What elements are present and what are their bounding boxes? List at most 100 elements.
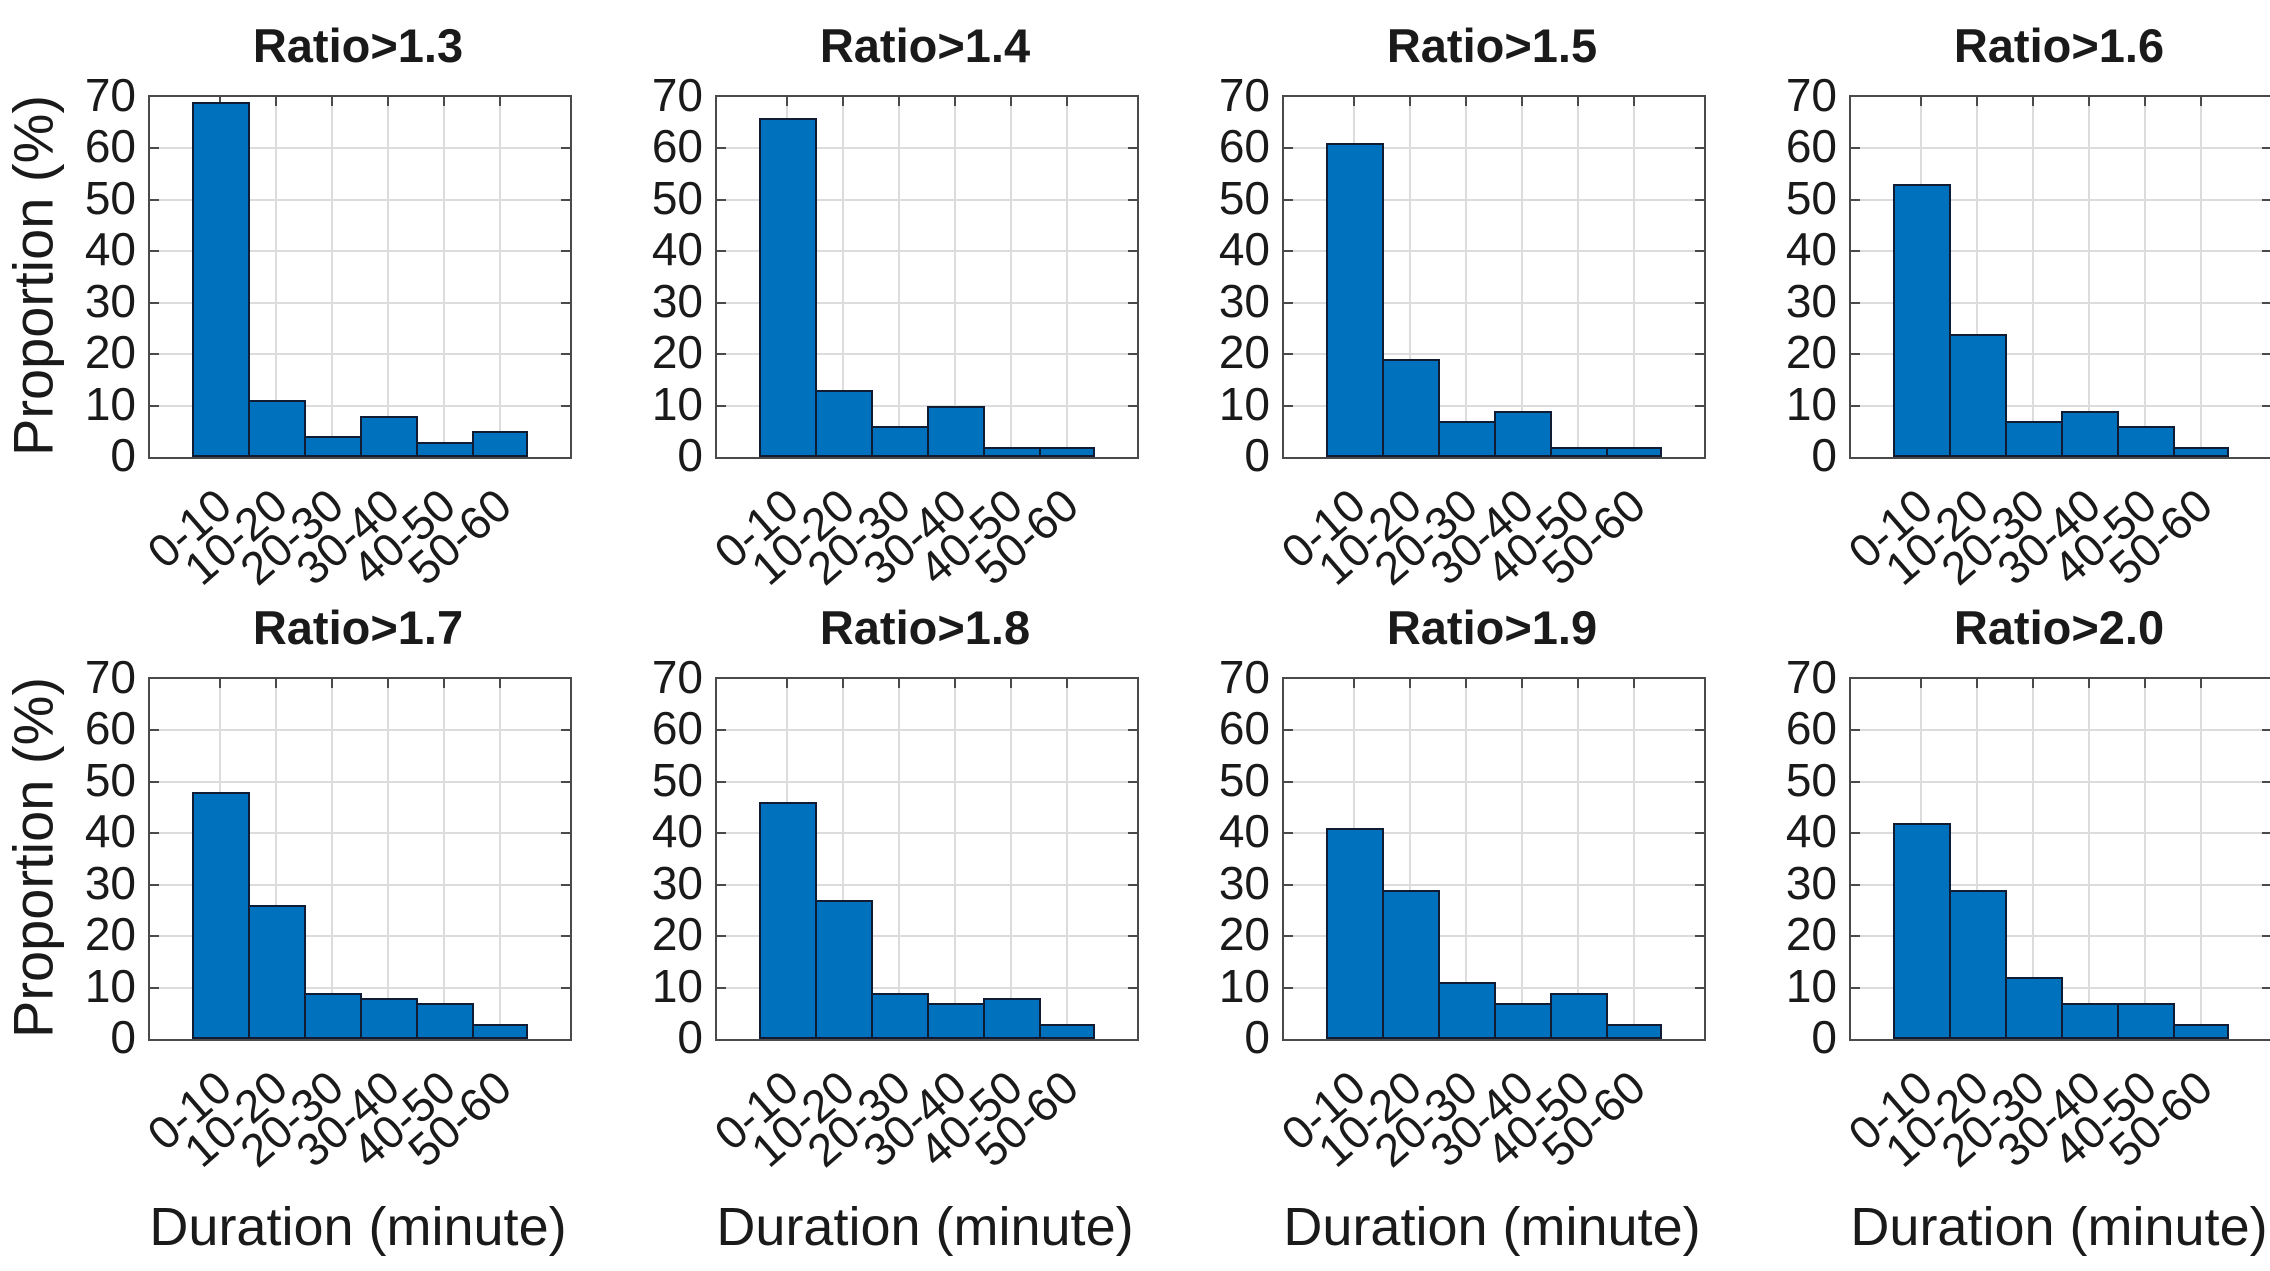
grid-line-horizontal: [1284, 301, 1704, 304]
y-tick-label: 50: [1218, 171, 1270, 224]
axis-tick: [150, 832, 159, 835]
x-axis-label: Duration (minute): [149, 1197, 567, 1257]
axis-tick: [1066, 679, 1068, 688]
axis-tick: [954, 97, 956, 106]
grid-line-vertical: [275, 97, 277, 457]
y-tick-label: 50: [1785, 171, 1837, 224]
grid-line-vertical: [443, 679, 445, 1039]
y-tick-label: 40: [84, 805, 136, 858]
grid-line-vertical: [2088, 679, 2090, 1039]
axis-tick: [1633, 97, 1635, 106]
y-tick-label: 70: [1218, 651, 1270, 703]
y-tick-label: 0: [677, 1011, 703, 1063]
bar-ratio-1-3-0-10: [192, 102, 250, 457]
bar-ratio-1-9-0-10: [1326, 828, 1384, 1039]
bar-ratio-1-8-40-50: [983, 997, 1041, 1039]
bar-ratio-1-4-10-20: [815, 390, 873, 457]
grid-line-horizontal: [717, 198, 1137, 201]
axis-tick: [842, 97, 844, 106]
grid-line-horizontal: [717, 301, 1137, 304]
axis-tick: [150, 404, 159, 407]
grid-line-vertical: [1577, 97, 1579, 457]
grid-line-horizontal: [1284, 935, 1704, 938]
bar-ratio-1-7-10-20: [248, 905, 306, 1039]
bar-ratio-1-5-0-10: [1326, 143, 1384, 457]
axis-tick: [717, 780, 726, 783]
grid-line-horizontal: [717, 832, 1137, 835]
axis-tick: [2262, 883, 2270, 886]
grid-line-vertical: [1577, 679, 1579, 1039]
grid-line-vertical: [443, 97, 445, 457]
axis-tick: [561, 986, 570, 989]
bar-ratio-1-8-50-60: [1039, 1023, 1095, 1039]
axis-tick: [1577, 97, 1579, 106]
axis-tick: [219, 97, 221, 106]
bar-ratio-1-3-30-40: [360, 415, 418, 457]
axis-tick: [2262, 780, 2270, 783]
axis-tick: [1976, 679, 1978, 688]
axis-tick: [150, 353, 159, 356]
grid-line-horizontal: [717, 250, 1137, 253]
grid-line-horizontal: [1284, 250, 1704, 253]
axis-tick: [1128, 935, 1137, 938]
axis-tick: [2032, 97, 2034, 106]
grid-line-vertical: [1465, 679, 1467, 1039]
bar-ratio-1-3-20-30: [304, 436, 362, 457]
axis-tick: [1465, 97, 1467, 106]
axis-tick: [2262, 301, 2270, 304]
bar-ratio-1-9-20-30: [1438, 982, 1496, 1039]
bar-ratio-1-3-40-50: [416, 441, 474, 457]
grid-line-vertical: [387, 97, 389, 457]
bar-ratio-1-5-30-40: [1494, 410, 1552, 457]
axis-tick: [1128, 147, 1137, 150]
axis-tick: [150, 935, 159, 938]
y-tick-label: 70: [651, 651, 703, 703]
bar-ratio-2-0-10-20: [1949, 889, 2007, 1039]
axis-tick: [561, 250, 570, 253]
grid-line-horizontal: [1851, 301, 2270, 304]
subplot-title-ratio-1-4: Ratio>1.4: [819, 19, 1031, 72]
bar-ratio-1-4-30-40: [927, 405, 985, 457]
y-tick-label: 70: [84, 651, 136, 703]
bar-ratio-1-9-50-60: [1606, 1023, 1662, 1039]
axis-tick: [1851, 883, 1860, 886]
y-tick-label: 50: [1785, 753, 1837, 806]
y-tick-label: 60: [651, 120, 703, 173]
grid-line-vertical: [1976, 97, 1978, 457]
axis-tick: [1128, 883, 1137, 886]
axis-tick: [898, 679, 900, 688]
axis-tick: [2262, 250, 2270, 253]
grid-line-vertical: [1633, 679, 1635, 1039]
y-tick-label: 30: [84, 856, 136, 909]
axis-tick: [1353, 679, 1355, 688]
axis-tick: [1284, 780, 1293, 783]
y-tick-label: 60: [84, 702, 136, 755]
axis-tick: [717, 301, 726, 304]
y-tick-label: 20: [84, 908, 136, 961]
grid-line-horizontal: [1851, 832, 2270, 835]
grid-line-horizontal: [150, 353, 570, 356]
grid-line-vertical: [275, 679, 277, 1039]
bar-ratio-2-0-0-10: [1893, 823, 1951, 1039]
bar-ratio-1-4-50-60: [1039, 446, 1095, 457]
grid-line-horizontal: [150, 404, 570, 407]
axis-tick: [275, 97, 277, 106]
axis-tick: [2262, 729, 2270, 732]
axis-tick: [1128, 198, 1137, 201]
axis-tick: [1976, 97, 1978, 106]
axis-tick: [1284, 301, 1293, 304]
axis-tick: [1128, 729, 1137, 732]
x-axis-label: Duration (minute): [1850, 1197, 2268, 1257]
axis-tick: [1465, 679, 1467, 688]
axis-tick: [898, 97, 900, 106]
axis-tick: [1695, 147, 1704, 150]
bar-ratio-1-4-40-50: [983, 446, 1041, 457]
plot-box-ratio-1-9: [1282, 677, 1706, 1041]
grid-line-horizontal: [717, 986, 1137, 989]
axis-tick: [2144, 97, 2146, 106]
grid-line-horizontal: [717, 147, 1137, 150]
bar-ratio-1-8-10-20: [815, 900, 873, 1039]
grid-line-vertical: [1976, 679, 1978, 1039]
y-tick-label: 60: [1785, 120, 1837, 173]
y-tick-label: 70: [84, 69, 136, 121]
